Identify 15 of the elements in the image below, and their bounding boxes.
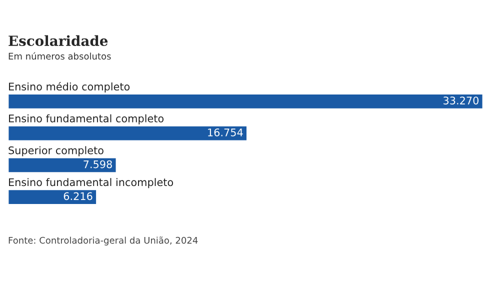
- data-label: 33.270: [444, 96, 479, 104]
- data-label: 7.598: [84, 160, 112, 168]
- data-label: 16.754: [208, 128, 243, 136]
- bar: [8, 156, 118, 174]
- y-tick-label: Ensino médio completo: [9, 82, 130, 93]
- chart-title: Escolaridade: [8, 35, 108, 46]
- y-tick-label: Ensino fundamental completo: [9, 114, 164, 124]
- bar: [8, 93, 483, 110]
- source-note: Fonte: Controladoria-geral da União, 2024: [8, 236, 198, 246]
- chart-subtitle: Em números absolutos: [8, 52, 111, 60]
- y-tick-label: Ensino fundamental incompleto: [9, 178, 174, 188]
- bar: [8, 188, 98, 206]
- bar: [8, 124, 248, 142]
- data-label: 6.216: [64, 192, 92, 200]
- y-tick-label: Superior completo: [8, 146, 104, 156]
